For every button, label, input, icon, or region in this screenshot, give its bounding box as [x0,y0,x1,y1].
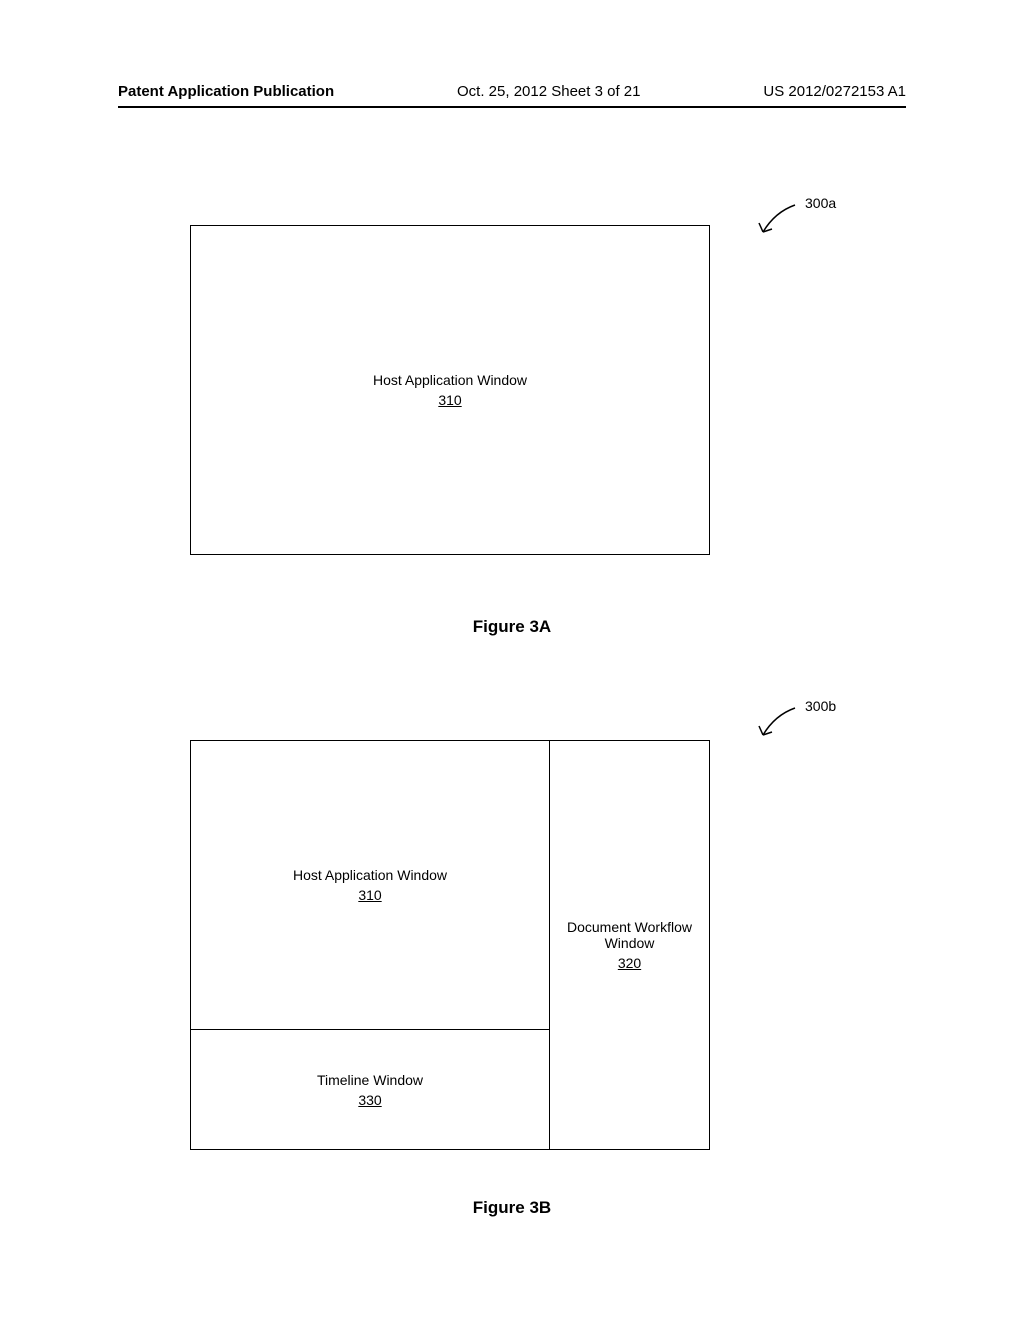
fig-a-caption: Figure 3A [0,617,1024,637]
fig-a-container: Host Application Window 310 [190,225,710,555]
fig-b-host-num: 310 [358,887,381,903]
fig-b-container: Host Application Window 310 Document Wor… [190,740,710,1150]
fig-a-host-window-box: Host Application Window 310 [190,225,710,555]
fig-a-callout-arrow-icon [755,200,805,240]
header-left: Patent Application Publication [118,83,334,100]
fig-b-timeline-label: Timeline Window [317,1072,423,1088]
page-header: Patent Application Publication Oct. 25, … [118,83,906,100]
header-right: US 2012/0272153 A1 [763,83,906,100]
fig-b-workflow-label-1: Document Workflow [567,919,692,935]
fig-b-workflow-num: 320 [618,955,641,971]
fig-b-host-label: Host Application Window [293,867,447,883]
fig-a-callout-label: 300a [805,195,836,211]
fig-b-workflow-label-2: Window [605,935,655,951]
fig-a-host-num: 310 [438,392,461,408]
fig-b-timeline-window-box: Timeline Window 330 [191,1029,549,1149]
fig-b-timeline-num: 330 [358,1092,381,1108]
header-center: Oct. 25, 2012 Sheet 3 of 21 [457,83,640,100]
fig-b-caption: Figure 3B [0,1198,1024,1218]
fig-a-host-label: Host Application Window [373,372,527,388]
fig-b-host-window-box: Host Application Window 310 [191,741,549,1029]
fig-b-callout-label: 300b [805,698,836,714]
header-divider [118,106,906,108]
fig-b-workflow-window-box: Document Workflow Window 320 [549,741,709,1149]
fig-b-callout-arrow-icon [755,703,805,743]
